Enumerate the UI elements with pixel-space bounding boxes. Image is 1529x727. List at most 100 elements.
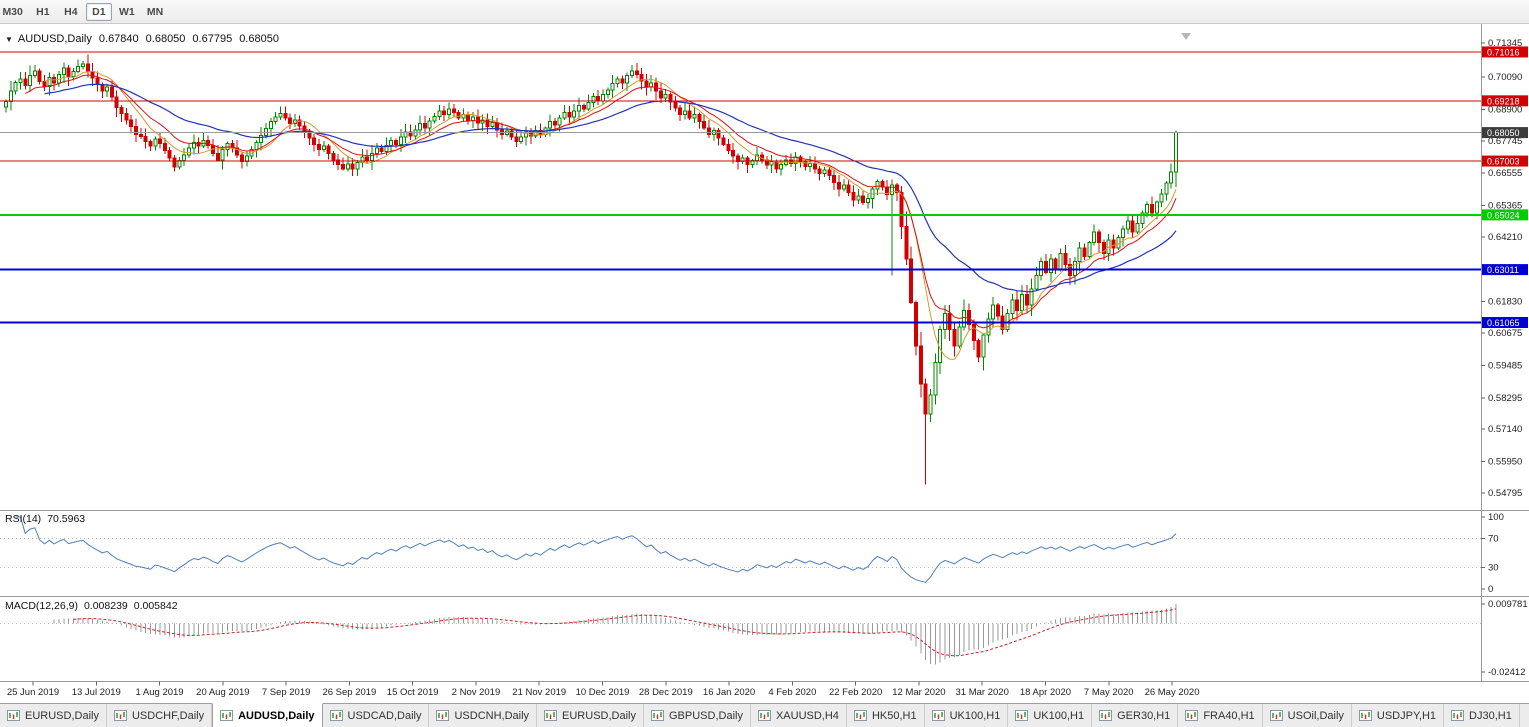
chart-tab-ger30-h1[interactable]: GER30,H1 (1092, 704, 1179, 727)
mini-chart-icon (1358, 710, 1372, 721)
chart-tab-label: UK100,H1 (949, 709, 1001, 722)
svg-text:0.67003: 0.67003 (1487, 157, 1520, 167)
chart-tab-label: GER30,H1 (1117, 709, 1171, 722)
svg-text:15 Oct 2019: 15 Oct 2019 (387, 687, 439, 698)
chart-tab-xauusd-h4[interactable]: XAUUSD,H4 (751, 704, 847, 727)
svg-text:0.65024: 0.65024 (1487, 210, 1520, 220)
chart-tab-label: USDJPY,H1 (1376, 709, 1437, 722)
chart-shift-marker[interactable] (1181, 33, 1191, 40)
svg-text:0.66555: 0.66555 (1488, 168, 1522, 179)
chart-tab-label: XAUUSD,H4 (775, 709, 839, 722)
svg-text:7 Sep 2019: 7 Sep 2019 (262, 687, 311, 698)
chart-tab-fra40-h1[interactable]: FRA40,H1 (1178, 704, 1263, 727)
svg-text:0: 0 (1488, 584, 1493, 595)
svg-text:1 Aug 2019: 1 Aug 2019 (136, 687, 184, 698)
timeframe-toolbar: M1M5M15M30H1H4D1W1MN (0, 0, 1529, 24)
mini-chart-icon (436, 710, 450, 721)
chart-tab-label: USDCNH,Daily (454, 709, 530, 722)
svg-text:4 Feb 2020: 4 Feb 2020 (768, 687, 816, 698)
price-level-label (1482, 209, 1528, 221)
chart-tab-uk100-h1[interactable]: UK100,H1 (925, 704, 1009, 727)
chart-tab-usdchf-daily[interactable]: USDCHF,Daily (107, 704, 213, 727)
chart-tab-label: AUDUSD,Daily (238, 709, 315, 722)
mini-chart-icon (329, 710, 343, 721)
svg-text:0.61065: 0.61065 (1487, 318, 1520, 328)
chart-tab-eurusd-daily[interactable]: EURUSD,Daily (0, 704, 107, 727)
svg-text:28 Dec 2019: 28 Dec 2019 (639, 687, 693, 698)
price-level-label (1482, 46, 1528, 58)
svg-text:0.58295: 0.58295 (1488, 393, 1522, 404)
svg-text:26 May 2020: 26 May 2020 (1145, 687, 1200, 698)
svg-text:0.009781: 0.009781 (1488, 599, 1528, 610)
chart-canvas[interactable]: 0.71345 0.70090 0.68900 0.67745 0.66555 0.653… (0, 24, 1529, 703)
svg-text:30: 30 (1488, 562, 1499, 573)
timeframe-button-mn[interactable]: MN (142, 3, 168, 21)
svg-text:-0.02412: -0.02412 (1488, 667, 1526, 678)
chart-tabs-bar: EURUSD,Daily USDCHF,Daily AUDUSD,Daily USDC… (0, 703, 1529, 727)
price-level-label (1482, 264, 1528, 276)
svg-text:0.59485: 0.59485 (1488, 360, 1522, 371)
chart-tab-label: HK50,H1 (871, 709, 917, 722)
svg-text:10 Dec 2019: 10 Dec 2019 (576, 687, 630, 698)
macd-guides: 0.009781 -0.02412 (0, 599, 1528, 678)
candlestick-series (4, 54, 1179, 485)
mini-chart-icon (113, 710, 127, 721)
chart-tab-label: USDCHF,Daily (131, 709, 205, 722)
price-level-label (1482, 317, 1528, 329)
svg-text:2 Nov 2019: 2 Nov 2019 (452, 687, 501, 698)
ma-fast-line (44, 70, 1177, 360)
svg-text:100: 100 (1488, 512, 1504, 523)
mini-chart-icon (1099, 710, 1113, 721)
chart-tab-label: USDCAD,Daily (347, 709, 422, 722)
svg-text:31 Mar 2020: 31 Mar 2020 (956, 687, 1009, 698)
chart-tab-audusd-daily[interactable]: AUDUSD,Daily (212, 703, 323, 727)
chart-tab-label: EURUSD,Daily (25, 709, 99, 722)
svg-text:0.60675: 0.60675 (1488, 328, 1522, 339)
timeframe-button-h4[interactable]: H4 (58, 3, 84, 21)
mini-chart-icon (757, 710, 771, 721)
timeframe-button-w1[interactable]: W1 (114, 3, 140, 21)
mini-chart-icon (651, 710, 664, 721)
mini-chart-icon (853, 710, 867, 721)
macd-signal-line (73, 608, 1177, 657)
svg-text:0.70090: 0.70090 (1488, 72, 1522, 83)
svg-text:22 Feb 2020: 22 Feb 2020 (829, 687, 882, 698)
svg-text:18 Apr 2020: 18 Apr 2020 (1020, 687, 1071, 698)
timeframe-button-m30[interactable]: M30 (0, 3, 28, 21)
svg-text:0.57140: 0.57140 (1488, 424, 1522, 435)
mini-chart-icon (220, 710, 234, 721)
svg-text:16 Jan 2020: 16 Jan 2020 (703, 687, 755, 698)
chart-tab-label: UK100,H1 (1033, 709, 1085, 722)
mini-chart-icon (1015, 710, 1029, 721)
timeframe-button-d1[interactable]: D1 (85, 2, 112, 21)
chart-tab-gbpusd-daily[interactable]: GBPUSD,Daily (644, 704, 751, 727)
chart-tab-label: DJ30,H1 (1469, 709, 1512, 722)
chart-tab-usdcnh-daily[interactable]: USDCNH,Daily (429, 704, 538, 727)
svg-text:25 Jun 2019: 25 Jun 2019 (7, 687, 59, 698)
chart-tab-usoil-daily[interactable]: USOil,Daily (1263, 704, 1352, 727)
svg-text:0.55950: 0.55950 (1488, 457, 1522, 468)
chart-tab-label: EURUSD,Daily (562, 709, 636, 722)
chart-tab-hk50-h1[interactable]: HK50,H1 (847, 704, 925, 727)
svg-text:70: 70 (1488, 534, 1499, 545)
chart-tab-usdjpy-h1[interactable]: USDJPY,H1 (1352, 704, 1445, 727)
timeframe-button-strip: M1M5M15M30H1H4D1W1MN (0, 2, 169, 21)
chart-tab-eurusd-daily[interactable]: EURUSD,Daily (537, 704, 644, 727)
svg-text:0.63011: 0.63011 (1487, 265, 1519, 275)
svg-text:0.61830: 0.61830 (1488, 297, 1522, 308)
rsi-line (15, 516, 1177, 583)
chart-tab-label: FRA40,H1 (1203, 709, 1255, 722)
svg-text:21 Nov 2019: 21 Nov 2019 (512, 687, 566, 698)
chart-tab-uk100-h1[interactable]: UK100,H1 (1008, 704, 1093, 727)
bid-price-label (1482, 127, 1528, 139)
svg-text:0.65365: 0.65365 (1488, 201, 1522, 212)
svg-text:12 Mar 2020: 12 Mar 2020 (892, 687, 945, 698)
timeframe-button-h1[interactable]: H1 (30, 3, 56, 21)
chart-tab-dj30-h1[interactable]: DJ30,H1 (1444, 704, 1520, 727)
price-level-label (1482, 155, 1528, 167)
svg-text:0.71345: 0.71345 (1488, 38, 1522, 49)
mini-chart-icon (544, 710, 558, 721)
ma-mid-line (25, 74, 1177, 329)
chart-tab-usdcad-daily[interactable]: USDCAD,Daily (323, 704, 430, 727)
mini-chart-icon (7, 710, 20, 721)
